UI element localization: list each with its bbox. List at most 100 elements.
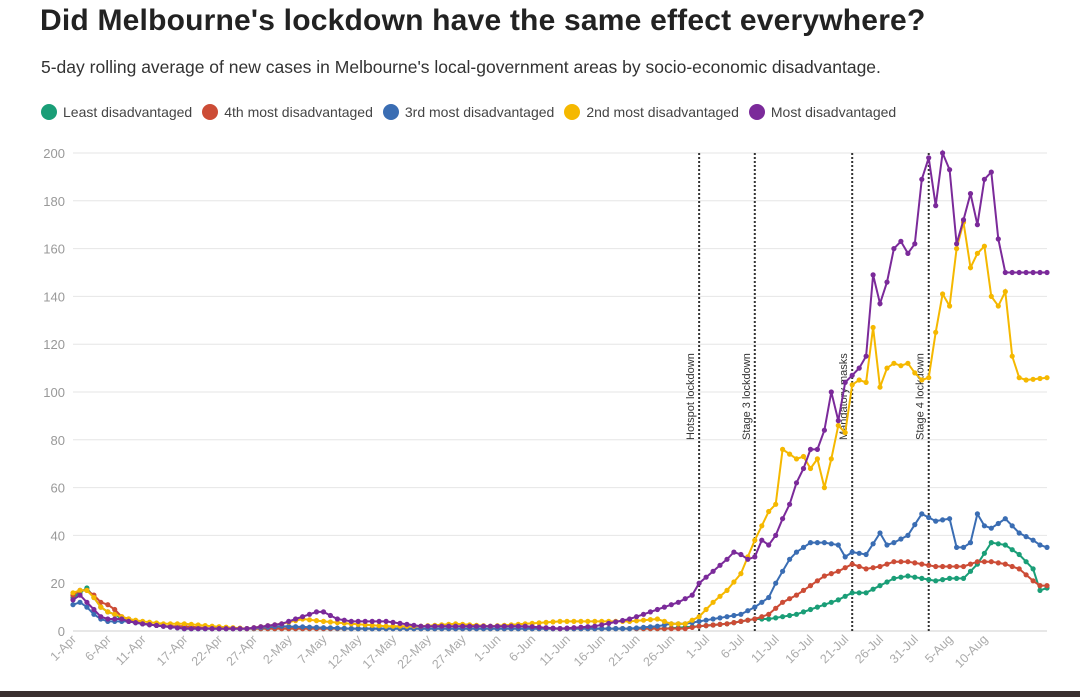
data-point	[905, 360, 911, 366]
series-line	[72, 541, 1048, 630]
data-point	[919, 377, 925, 383]
data-point	[188, 621, 194, 628]
data-point	[300, 614, 306, 620]
x-tick-label: 11-Jul	[748, 632, 781, 665]
data-point	[265, 623, 271, 629]
data-point	[320, 625, 327, 631]
data-point	[884, 365, 890, 371]
data-point	[675, 599, 681, 605]
data-point	[453, 623, 459, 629]
data-point	[954, 241, 960, 247]
data-point	[759, 614, 765, 620]
data-point	[550, 625, 556, 631]
data-point	[334, 616, 340, 622]
data-point	[967, 561, 974, 567]
legend-item-3rd[interactable]: 3rd most disadvantaged	[382, 104, 555, 120]
data-point	[724, 614, 730, 620]
y-tick-label: 0	[58, 624, 65, 639]
data-point	[1016, 551, 1022, 558]
data-point	[752, 554, 758, 560]
data-point	[807, 606, 814, 613]
data-point	[84, 587, 90, 594]
data-point	[745, 617, 751, 623]
data-point	[390, 623, 396, 629]
data-point	[898, 363, 904, 369]
data-point	[383, 623, 389, 629]
series-line	[72, 149, 1047, 630]
data-point	[870, 565, 876, 571]
data-point	[933, 203, 939, 209]
data-point	[926, 155, 932, 161]
data-point	[70, 602, 76, 608]
data-point	[821, 573, 828, 579]
data-point	[933, 563, 939, 570]
data-point	[654, 606, 661, 613]
data-point	[536, 624, 542, 630]
legend-item-most[interactable]: Most disadvantaged	[748, 104, 896, 120]
data-point	[807, 465, 814, 472]
data-point	[814, 540, 821, 546]
legend-item-2nd[interactable]: 2nd most disadvantaged	[564, 104, 739, 120]
data-point	[689, 592, 695, 598]
data-point	[773, 580, 779, 586]
data-point	[898, 574, 904, 580]
x-tick-label: 1-Apr	[48, 632, 80, 664]
data-point	[501, 623, 507, 629]
data-point	[793, 480, 800, 486]
data-point	[77, 599, 83, 605]
data-point	[140, 621, 146, 627]
data-point	[473, 623, 480, 629]
data-point	[981, 550, 988, 556]
data-point	[112, 616, 118, 622]
data-point	[835, 422, 841, 429]
data-point	[661, 626, 668, 632]
data-point	[981, 523, 988, 529]
data-point	[1037, 587, 1043, 594]
x-tick-label: 6-Jun	[506, 632, 538, 664]
legend-label-least: Least disadvantaged	[63, 104, 193, 120]
data-point	[362, 618, 368, 625]
x-tick-label: 22-May	[395, 632, 435, 672]
data-point	[912, 370, 918, 376]
data-point	[376, 618, 382, 625]
data-point	[821, 427, 828, 433]
data-point	[988, 540, 994, 546]
legend-item-least[interactable]: Least disadvantaged	[41, 104, 192, 120]
data-point	[807, 583, 814, 589]
x-tick-label: 22-Apr	[189, 632, 225, 668]
annotation-label: Hotspot lockdown	[685, 353, 697, 440]
x-tick-label: 12-May	[325, 632, 365, 672]
bottom-border	[0, 691, 1080, 697]
data-point	[877, 301, 883, 307]
data-point	[522, 623, 528, 629]
data-point	[1044, 269, 1050, 276]
legend-item-4th[interactable]: 4th most disadvantaged	[202, 104, 373, 120]
y-tick-label: 40	[51, 528, 65, 543]
data-point	[842, 430, 848, 436]
legend-label-3rd: 3rd most disadvantaged	[404, 104, 555, 120]
data-point	[661, 604, 668, 610]
x-tick-label: 11-Apr	[113, 632, 149, 668]
data-point	[731, 579, 737, 585]
data-point	[814, 456, 821, 462]
data-point	[640, 611, 647, 617]
data-point	[174, 625, 180, 631]
x-tick-label: 21-Jul	[817, 632, 851, 666]
data-point	[773, 532, 779, 539]
data-point	[209, 626, 215, 632]
data-point	[1023, 534, 1029, 540]
data-point	[84, 599, 90, 605]
data-point	[70, 597, 76, 603]
data-point	[70, 590, 76, 596]
data-point	[133, 620, 139, 626]
data-point	[974, 222, 981, 228]
data-point	[981, 243, 988, 249]
data-point	[926, 577, 932, 583]
data-point	[313, 618, 320, 624]
data-point	[870, 324, 876, 331]
data-point	[369, 622, 375, 628]
data-point	[842, 379, 848, 385]
data-point	[1030, 537, 1036, 543]
data-point	[84, 604, 90, 610]
